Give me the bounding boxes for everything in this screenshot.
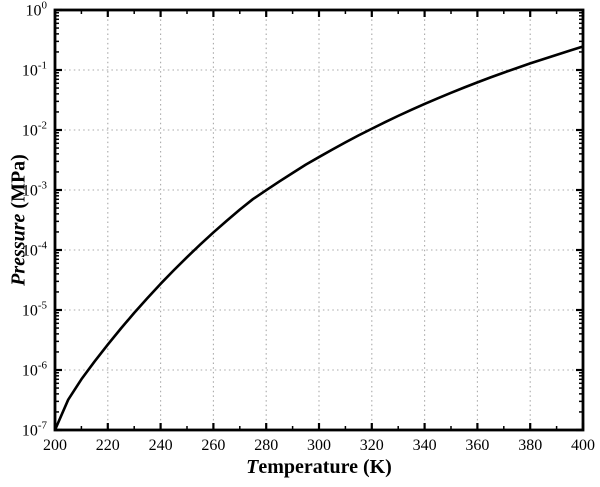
x-tick-label: 280 <box>254 437 278 454</box>
x-axis-title: Temperature (K) <box>246 456 392 479</box>
x-tick-label: 340 <box>413 437 437 454</box>
x-axis-title-italic-part: T <box>246 456 259 478</box>
x-tick-label: 400 <box>571 437 595 454</box>
x-axis-title-unit-part: emperature (K) <box>258 456 392 478</box>
y-tick-label: 10-6 <box>22 360 48 380</box>
y-tick-label: 10-2 <box>22 120 47 140</box>
x-tick-label: 240 <box>149 437 173 454</box>
x-tick-label: 220 <box>96 437 120 454</box>
x-tick-label: 260 <box>201 437 225 454</box>
x-tick-label: 360 <box>465 437 489 454</box>
y-axis-title-italic-part: Pressure <box>7 213 30 286</box>
y-tick-label: 10-1 <box>22 60 47 80</box>
x-tick-label: 200 <box>43 437 67 454</box>
x-tick-label: 380 <box>518 437 542 454</box>
y-axis-title: Pressure (MPa) <box>8 154 31 286</box>
pressure-curve <box>54 45 584 431</box>
x-tick-label: 300 <box>307 437 331 454</box>
plot-frame <box>53 8 585 432</box>
y-tick-label: 100 <box>26 0 48 20</box>
y-tick-label: 10-5 <box>22 300 48 320</box>
x-tick-label: 320 <box>360 437 384 454</box>
y-axis-title-unit-part: (MPa) <box>7 154 30 214</box>
